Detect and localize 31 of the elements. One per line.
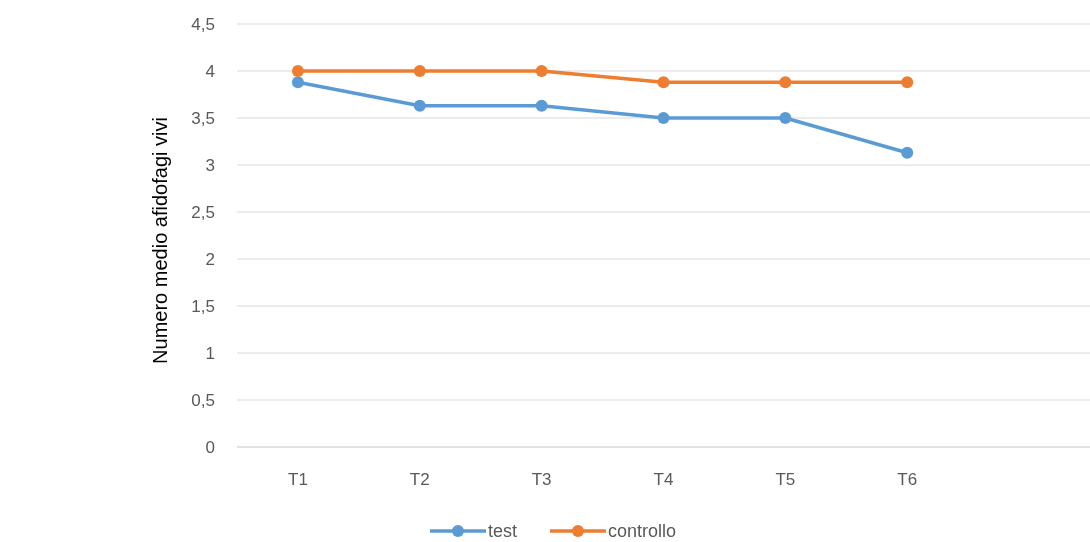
y-tick-label: 2,5 [191,202,215,222]
legend-label: controllo [608,521,677,542]
y-tick-label: 0,5 [191,390,215,410]
point [291,76,304,89]
y-tick-label: 0 [205,437,215,457]
point [535,65,548,77]
point [413,65,426,77]
x-tick-label: T2 [409,469,430,489]
x-tick-label: T1 [288,469,308,489]
point [779,76,792,89]
y-tick-label: 4 [205,61,215,81]
y-tick-label: 1 [205,343,215,363]
x-tick-label: T6 [897,469,918,489]
y-tick-label: 3 [205,155,215,175]
x-tick-label: T5 [775,469,796,489]
legend-label: test [488,521,518,542]
point [657,76,670,89]
y-tick-label: 3,5 [191,108,215,128]
x-tick-label: T4 [653,469,674,489]
point [779,112,792,124]
y-tick-label: 1,5 [191,296,215,316]
point [657,112,670,124]
y-tick-label: 4,5 [191,14,215,34]
point [535,99,548,112]
point [291,65,304,77]
x-tick-label: T3 [531,469,552,489]
y-tick-label: 2 [205,249,215,269]
point [901,146,914,159]
point [413,99,426,112]
point [901,76,914,89]
y-axis-title: Numero medio afidofagi vivi [149,117,171,364]
